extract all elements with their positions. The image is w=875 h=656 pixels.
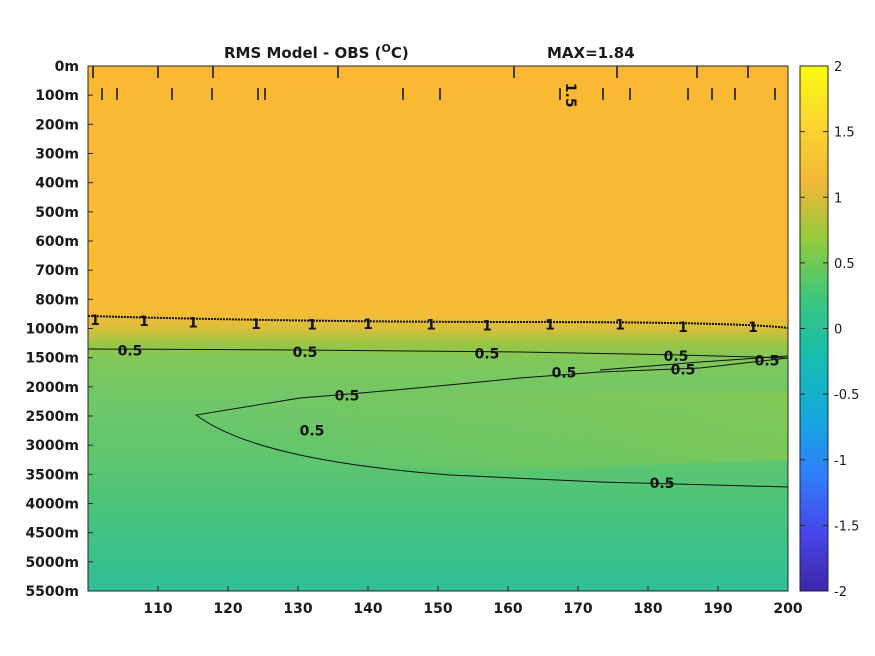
x-tick-label: 150 <box>423 601 452 617</box>
colorbar-tick-label: 2 <box>834 60 842 75</box>
contour-label: 0.5 <box>118 343 143 359</box>
y-tick-label: 4000m <box>25 497 79 513</box>
contour-lines <box>87 315 789 488</box>
contour-label: 0.5 <box>755 354 780 370</box>
y-tick-label: 3000m <box>25 438 79 454</box>
colorbar-tick-label: 1.5 <box>834 126 855 141</box>
contour-label: 1 <box>545 318 555 334</box>
colorbar-tick-label: -1 <box>834 454 847 469</box>
chart-title: RMS Model - OBS (OC) <box>224 42 409 62</box>
y-tick-label: 700m <box>35 263 79 279</box>
x-tick-label: 200 <box>773 601 802 617</box>
y-tick-label: 300m <box>35 147 79 163</box>
colorbar-tick-label: 0.5 <box>834 257 855 272</box>
y-tick-label: 800m <box>35 292 79 308</box>
contour-label: 1 <box>251 317 261 333</box>
contour-label: 0.5 <box>293 345 318 361</box>
x-tick-label: 170 <box>563 601 592 617</box>
contour-label: 1.5 <box>562 83 578 108</box>
colorbar-tick-label: -0.5 <box>834 388 859 403</box>
contour-label: 1 <box>90 313 100 329</box>
contour-label: 1 <box>748 320 758 336</box>
y-tick-label: 400m <box>35 176 79 192</box>
x-tick-label: 160 <box>493 601 522 617</box>
colorbar-tick-label: -2 <box>834 585 847 600</box>
y-tick-label: 2000m <box>25 380 79 396</box>
contour-label: 0.5 <box>664 349 689 365</box>
y-tick-label: 5000m <box>25 555 79 571</box>
contour-line-0.5-lower <box>194 357 789 488</box>
contour-labels: 1.51 1 1 1 1 1 1 1 1 1 1 10.5 0.5 0.5 0.5 0.50.5 0.50.50… <box>90 83 780 492</box>
contour-label: 0.5 <box>300 424 325 440</box>
contour-label: 1 <box>482 319 492 335</box>
contour-label: 0.5 <box>671 362 696 378</box>
y-tick-label: 100m <box>35 88 79 104</box>
y-tick-label: 2500m <box>25 409 79 425</box>
x-tick-label: 180 <box>633 601 662 617</box>
plot-area: 1.51 1 1 1 1 1 1 1 1 1 1 10.5 0.5 0.5 0.5 0.50.5 0.50.50… <box>87 65 789 592</box>
contour-line-0.5-mid <box>599 355 789 371</box>
contour-label: 1 <box>363 317 373 333</box>
colorbar-ticks: 2 1.5 1 0.5 0 -0.5 -1 -1.5 -2 <box>800 60 859 600</box>
colorbar-tick-label: 0 <box>834 323 842 338</box>
contour-label: 1 <box>139 314 149 330</box>
y-axis: 0m 100m 200m 300m 400m 500m 600m 700m 800m 1000m 1… <box>25 59 93 600</box>
contour-label: 1 <box>678 320 688 336</box>
y-tick-label: 4500m <box>25 526 79 542</box>
contour-label: 0.5 <box>335 389 360 405</box>
warm-bulge-region <box>196 391 788 470</box>
y-tick-label: 5500m <box>25 584 79 600</box>
contour-label: 0.5 <box>552 365 577 381</box>
y-tick-label: 200m <box>35 117 79 133</box>
x-tick-label: 110 <box>143 601 172 617</box>
contour-line-0.5-upper <box>87 348 789 359</box>
contour-label: 0.5 <box>650 476 675 492</box>
x-axis: 110 120 130 140 150 160 170 180 190 200 <box>143 586 803 617</box>
contour-line-1 <box>87 315 789 329</box>
x-tick-label: 190 <box>703 601 732 617</box>
x-tick-label: 140 <box>353 601 382 617</box>
contour-label: 1 <box>307 318 317 334</box>
contour-label: 1 <box>615 318 625 334</box>
y-tick-label: 500m <box>35 205 79 221</box>
y-tick-label: 1000m <box>25 322 79 338</box>
x-tick-label: 130 <box>283 601 312 617</box>
field-texture <box>89 66 787 316</box>
x-tick-label: 120 <box>213 601 242 617</box>
contour-label: 1 <box>426 318 436 334</box>
colorbar-tick-label: 1 <box>834 191 842 206</box>
y-tick-label: 1500m <box>25 351 79 367</box>
y-tick-label: 600m <box>35 234 79 250</box>
chart-max-label: MAX=1.84 <box>547 44 635 62</box>
field-fill <box>88 66 788 591</box>
contour-label: 0.5 <box>475 346 500 362</box>
contour-label: 1 <box>188 316 198 332</box>
y-tick-label: 0m <box>55 59 79 75</box>
colorbar: 2 1.5 1 0.5 0 -0.5 -1 -1.5 -2 <box>799 60 859 600</box>
colorbar-tick-label: -1.5 <box>834 519 859 534</box>
y-tick-label: 3500m <box>25 467 79 483</box>
